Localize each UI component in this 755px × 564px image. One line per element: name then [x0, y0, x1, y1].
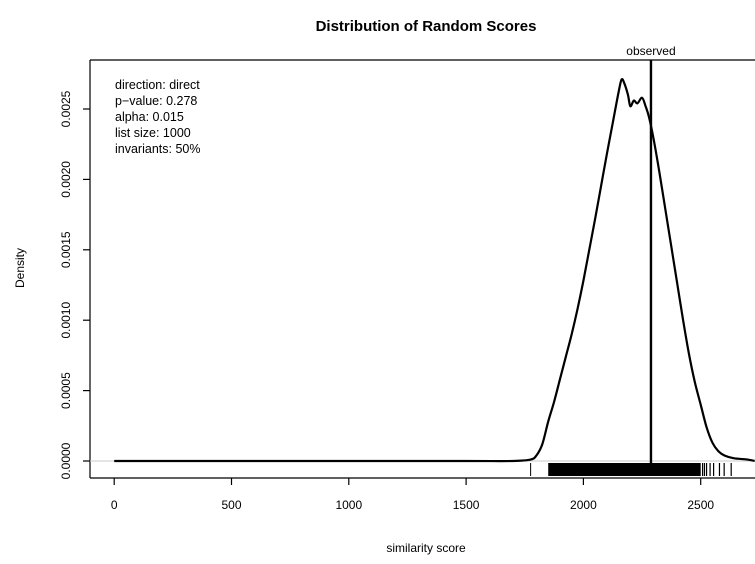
- observed-marker: observed: [626, 44, 676, 463]
- annotation-line: list size: 1000: [115, 126, 191, 140]
- x-axis: 0 500 1000 1500 2000 2500: [111, 478, 714, 512]
- x-tick-label: 1000: [335, 498, 362, 512]
- density-curve: [114, 78, 755, 463]
- y-tick-label: 0.0000: [59, 442, 73, 479]
- x-tick-label: 1500: [453, 498, 480, 512]
- x-tick-label: 2500: [687, 498, 714, 512]
- x-tick-label: 0: [111, 498, 118, 512]
- observed-label: observed: [626, 44, 675, 58]
- x-tick-label: 500: [221, 498, 241, 512]
- y-tick-label: 0.0020: [59, 161, 73, 198]
- x-axis-label: similarity score: [386, 541, 466, 555]
- chart-title: Distribution of Random Scores: [316, 18, 537, 35]
- y-tick-label: 0.0010: [59, 302, 73, 339]
- y-axis-label: Density: [13, 248, 27, 288]
- rug-dense-band: [548, 463, 701, 476]
- density-curve-layer: [114, 78, 755, 463]
- y-tick-label: 0.0005: [59, 372, 73, 409]
- y-axis: 0.0000 0.0005 0.0010 0.0015 0.0020 0.0025: [59, 90, 90, 479]
- annotation-line: direction: direct: [115, 78, 200, 92]
- y-tick-label: 0.0025: [59, 90, 73, 127]
- annotation-line: invariants: 50%: [115, 142, 200, 156]
- y-tick-label: 0.0015: [59, 231, 73, 268]
- x-tick-label: 2000: [570, 498, 597, 512]
- rug-plot: [530, 463, 732, 476]
- stats-annotations: direction: direct p−value: 0.278 alpha: 0.…: [115, 78, 200, 156]
- annotation-line: alpha: 0.015: [115, 110, 184, 124]
- annotation-line: p−value: 0.278: [115, 94, 197, 108]
